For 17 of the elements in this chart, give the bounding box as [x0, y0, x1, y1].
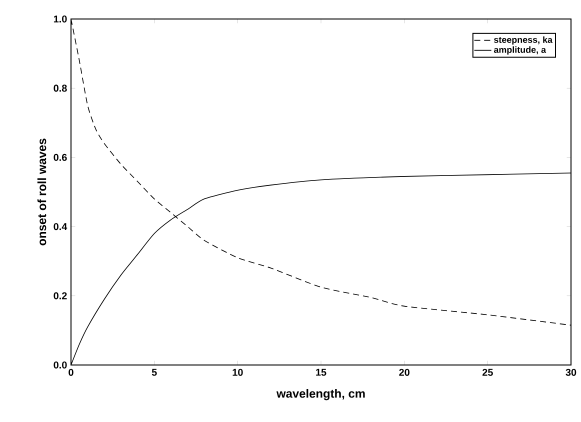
y-tick-label: 0.6	[54, 154, 67, 161]
y-tick-label: 0.4	[54, 223, 68, 230]
x-tick-label: 0	[68, 368, 74, 376]
y-axis-title: onset of roll waves	[37, 138, 46, 246]
y-tick-label: 0.2	[54, 292, 67, 300]
x-tick-label: 15	[316, 368, 326, 376]
x-tick-label: 25	[482, 368, 493, 376]
x-tick-label: 5	[152, 368, 157, 376]
x-axis-title: wavelength, cm	[276, 389, 365, 400]
legend-label: steepness, ka	[494, 36, 553, 45]
y-tick-label: 0.0	[54, 361, 67, 369]
x-tick-label: 30	[566, 368, 576, 376]
y-tick-label: 0.8	[54, 84, 67, 92]
x-tick-label: 20	[399, 368, 410, 376]
legend-label: amplitude, a	[494, 46, 546, 55]
x-tick-label: 10	[232, 368, 243, 376]
y-tick-label: 1.0	[54, 15, 67, 23]
